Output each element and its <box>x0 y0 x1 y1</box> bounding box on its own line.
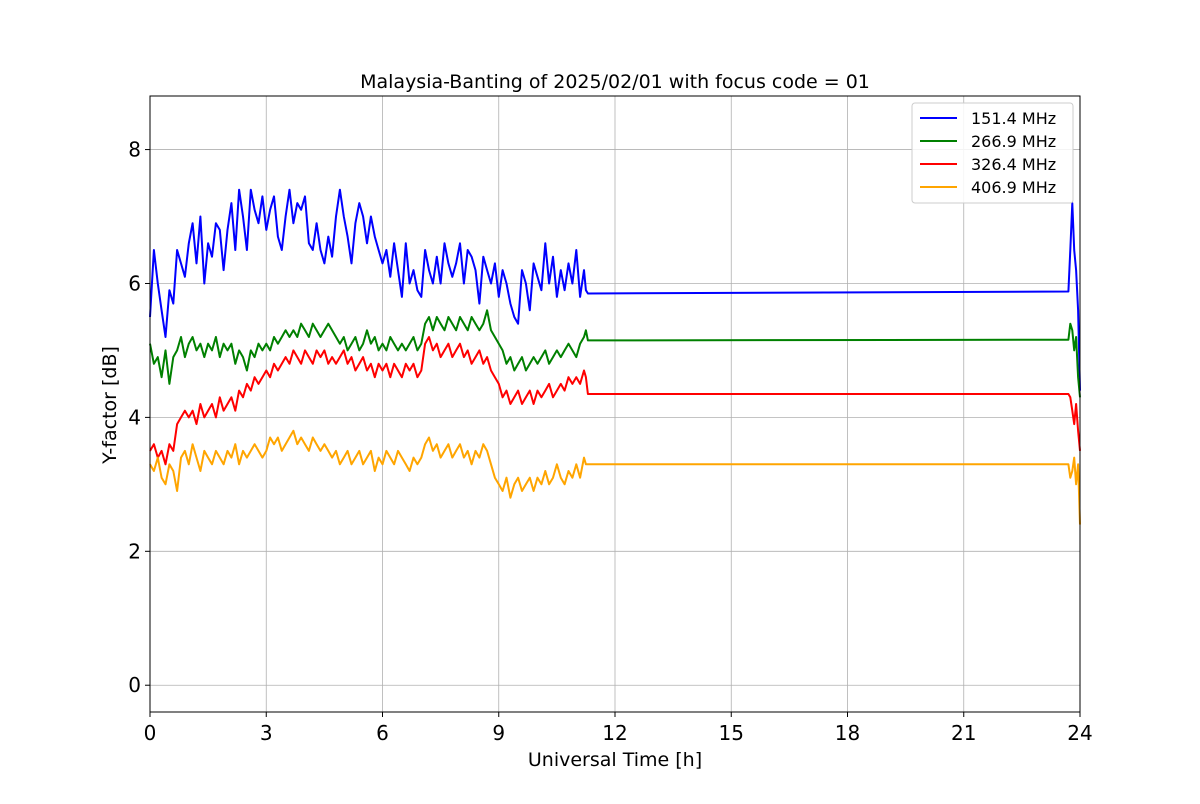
x-tick-label: 0 <box>144 721 157 745</box>
legend: 151.4 MHz 266.9 MHz 326.4 MHz 406.9 MHz <box>911 102 1074 204</box>
y-axis: 0 2 4 6 8 <box>128 138 150 697</box>
x-tick-label: 12 <box>602 721 627 745</box>
x-axis: 0 3 6 9 12 15 18 21 24 <box>144 712 1093 745</box>
y-tick-label: 8 <box>128 138 141 162</box>
series-line <box>149 429 1081 525</box>
y-axis-label: Y-factor [dB] <box>99 346 121 465</box>
y-tick-label: 0 <box>128 673 141 697</box>
series-line <box>149 188 1081 391</box>
x-axis-label: Universal Time [h] <box>528 749 702 771</box>
x-tick-label: 6 <box>376 721 389 745</box>
x-tick-label: 24 <box>1067 721 1092 745</box>
x-tick-label: 15 <box>719 721 744 745</box>
legend-label: 406.9 MHz <box>971 178 1056 197</box>
chart-title: Malaysia-Banting of 2025/02/01 with focu… <box>360 71 870 93</box>
legend-label: 326.4 MHz <box>971 155 1056 174</box>
x-tick-label: 18 <box>835 721 860 745</box>
x-tick-label: 9 <box>492 721 505 745</box>
plot-area <box>149 188 1081 525</box>
legend-label: 266.9 MHz <box>971 132 1056 151</box>
legend-box <box>911 102 1074 204</box>
x-tick-label: 21 <box>951 721 976 745</box>
y-tick-label: 4 <box>128 405 141 429</box>
legend-label: 151.4 MHz <box>971 109 1056 128</box>
series-line <box>149 309 1081 398</box>
series-line <box>149 336 1081 466</box>
y-tick-label: 6 <box>128 271 141 295</box>
x-tick-label: 3 <box>260 721 273 745</box>
y-tick-label: 2 <box>128 539 141 563</box>
